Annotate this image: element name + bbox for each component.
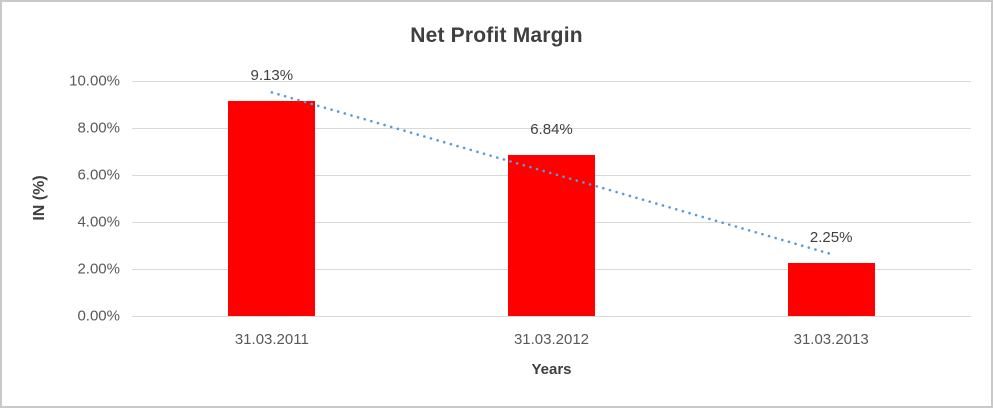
y-tick-label: 6.00%: [77, 166, 120, 184]
bar-value-label: 6.84%: [530, 121, 573, 139]
x-tick-label: 31.03.2011: [234, 331, 309, 348]
chart-bar: [228, 101, 316, 316]
chart-bar: [787, 263, 875, 316]
y-tick-label: 4.00%: [77, 213, 120, 231]
chart-title: Net Profit Margin: [410, 24, 583, 47]
x-tick-label: 31.03.2012: [513, 331, 590, 348]
y-tick-label: 10.00%: [69, 72, 120, 90]
y-tick-label: 8.00%: [77, 119, 120, 137]
y-tick-label: 2.00%: [77, 260, 120, 278]
bar-value-label: 2.25%: [809, 229, 853, 247]
x-axis-title: Years: [531, 361, 572, 378]
x-tick-label: 31.03.2013: [793, 331, 869, 348]
gridline: [132, 81, 971, 82]
gridline: [132, 316, 971, 317]
chart-bar: [508, 155, 595, 316]
bar-value-label: 9.13%: [250, 67, 294, 85]
y-tick-label: 0.00%: [77, 307, 120, 325]
